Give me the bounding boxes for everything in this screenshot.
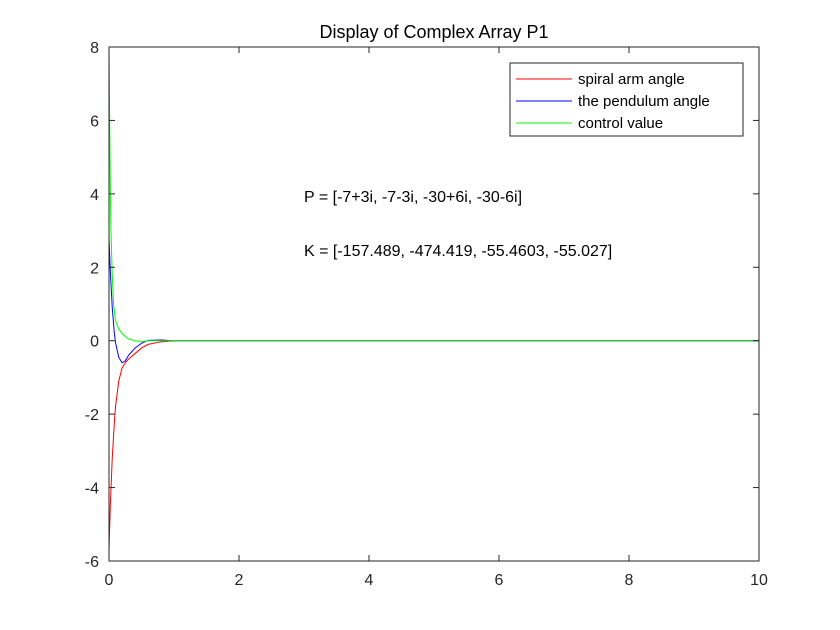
legend-label: spiral arm angle <box>578 71 685 88</box>
x-tick-label: 4 <box>365 572 374 589</box>
y-tick-label: -6 <box>85 554 99 571</box>
legend-box <box>509 62 744 137</box>
chart-title: Display of Complex Array P1 <box>319 22 548 42</box>
y-tick-label: -2 <box>85 407 99 424</box>
x-tick-label: 6 <box>495 572 504 589</box>
legend-label: the pendulum angle <box>578 93 710 110</box>
y-tick-label: 8 <box>90 40 99 57</box>
y-tick-label: -4 <box>85 481 99 498</box>
axes-box <box>108 46 760 562</box>
legend: spiral arm angle the pendulum angle contro… <box>509 62 744 137</box>
y-tick-label: 4 <box>90 187 99 204</box>
y-tick-label: 2 <box>90 260 99 277</box>
x-tick-label: 0 <box>105 572 114 589</box>
series-layer <box>108 46 759 551</box>
y-tick-label: 6 <box>90 113 99 130</box>
y-tick-label: 0 <box>90 334 99 351</box>
annotation-text-1: P = [-7+3i, -7-3i, -30+6i, -30-6i] <box>304 189 522 206</box>
annotation-text-2: K = [-157.489, -474.419, -55.4603, -55.0… <box>304 243 612 260</box>
series-line-3 <box>108 46 759 342</box>
x-tick-label: 10 <box>750 572 768 589</box>
annotation-layer: P = [-7+3i, -7-3i, -30+6i, -30-6i] K = [-… <box>304 189 612 260</box>
x-tick-label: 8 <box>625 572 634 589</box>
legend-label: control value <box>578 115 663 132</box>
ticks-layer: 0 2 4 6 8 10 -6 -4 -2 0 2 4 6 8 <box>85 40 768 589</box>
x-tick-label: 2 <box>235 572 244 589</box>
plot-area: 0 2 4 6 8 10 -6 -4 -2 0 2 4 6 8 P = [-7+3i, -7-3i, -3… <box>85 40 768 589</box>
